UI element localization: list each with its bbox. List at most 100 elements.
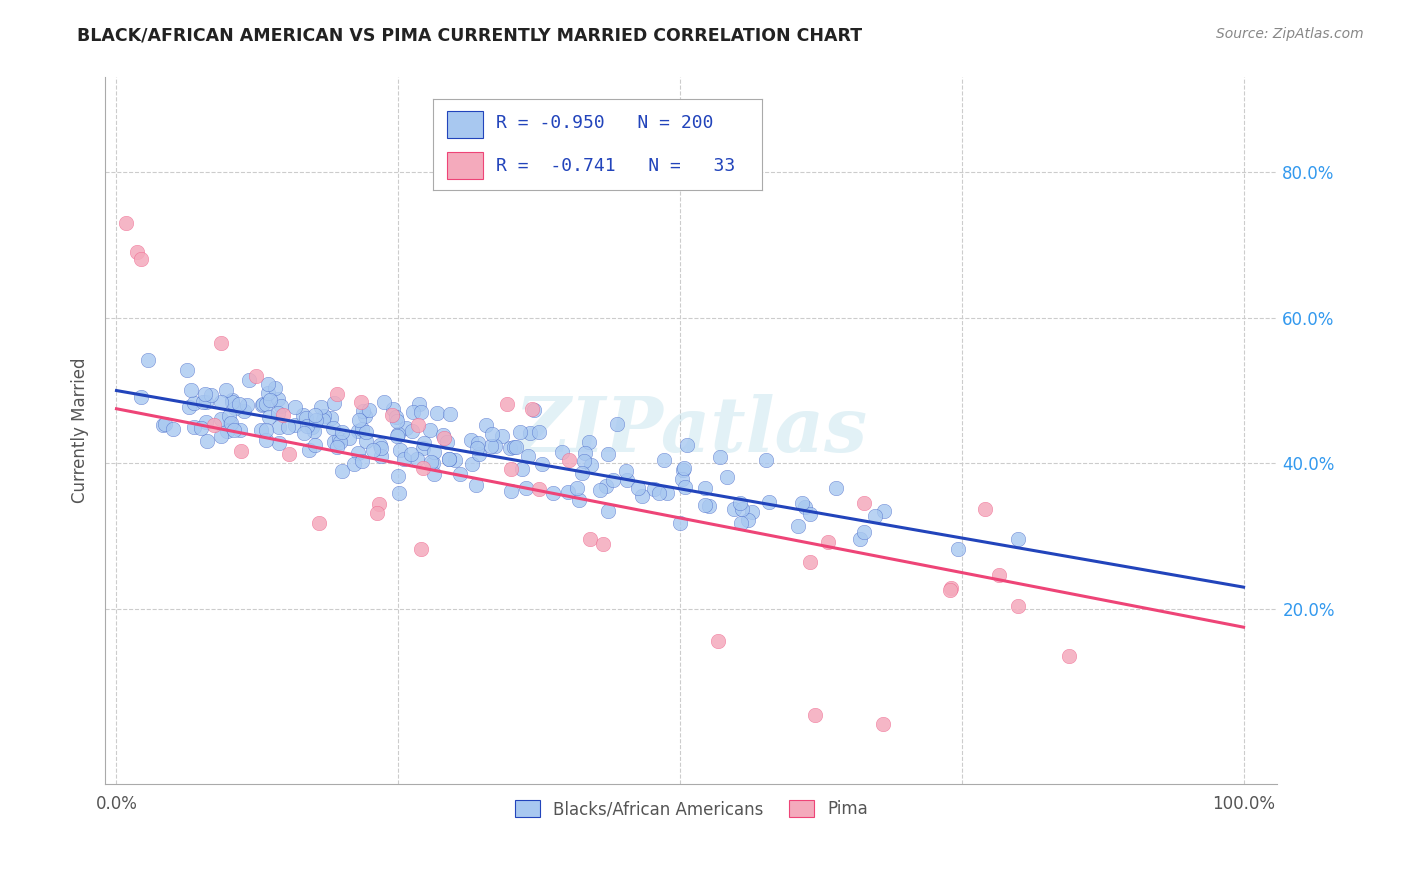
- Point: [190, 421, 212, 435]
- Point: [527, 482, 550, 496]
- Point: [284, 418, 307, 433]
- Point: [799, 507, 821, 521]
- Point: [381, 402, 404, 417]
- Point: [412, 441, 434, 455]
- Point: [219, 417, 242, 432]
- Point: [295, 419, 318, 434]
- Point: [180, 384, 202, 398]
- Point: [541, 486, 564, 500]
- Point: [519, 425, 541, 440]
- Point: [673, 480, 696, 494]
- Point: [988, 568, 1011, 582]
- Point: [863, 509, 886, 524]
- Point: [219, 416, 242, 430]
- Point: [373, 395, 395, 409]
- Point: [319, 411, 342, 425]
- Point: [693, 481, 716, 495]
- Point: [825, 481, 848, 495]
- Point: [571, 466, 593, 480]
- Text: Source: ZipAtlas.com: Source: ZipAtlas.com: [1216, 27, 1364, 41]
- Point: [643, 483, 665, 497]
- Point: [387, 429, 409, 443]
- Point: [352, 422, 374, 436]
- Point: [370, 449, 392, 463]
- Point: [339, 431, 361, 445]
- Point: [221, 392, 243, 407]
- Point: [1007, 532, 1029, 546]
- Point: [323, 434, 346, 449]
- Point: [330, 425, 353, 439]
- Point: [468, 447, 491, 461]
- Point: [461, 457, 484, 471]
- Y-axis label: Currently Married: Currently Married: [72, 358, 89, 503]
- Point: [267, 436, 290, 450]
- Point: [510, 462, 533, 476]
- Point: [183, 396, 205, 410]
- Point: [271, 408, 294, 422]
- Point: [529, 425, 551, 439]
- Point: [267, 406, 290, 420]
- Point: [264, 381, 287, 395]
- Point: [238, 373, 260, 387]
- Point: [598, 447, 620, 461]
- Legend: Blacks/African Americans, Pima: Blacks/African Americans, Pima: [508, 793, 875, 825]
- Point: [292, 426, 315, 441]
- Point: [817, 535, 839, 549]
- Point: [254, 434, 277, 448]
- Point: [464, 478, 486, 492]
- Point: [848, 532, 870, 546]
- Point: [589, 483, 612, 498]
- Point: [419, 423, 441, 437]
- Point: [401, 424, 423, 438]
- Point: [422, 456, 444, 470]
- Point: [627, 481, 650, 495]
- Point: [309, 400, 332, 414]
- Point: [224, 401, 246, 416]
- Point: [284, 400, 307, 414]
- Point: [346, 424, 368, 438]
- Point: [308, 516, 330, 530]
- Point: [479, 439, 502, 453]
- Point: [195, 434, 218, 449]
- Point: [423, 467, 446, 481]
- Point: [385, 414, 408, 428]
- Point: [363, 443, 385, 458]
- Point: [235, 398, 257, 412]
- Point: [530, 457, 553, 471]
- Point: [578, 435, 600, 450]
- Point: [716, 470, 738, 484]
- Point: [423, 445, 446, 459]
- Point: [254, 423, 277, 437]
- Point: [209, 335, 232, 350]
- Point: [568, 492, 591, 507]
- Point: [737, 513, 759, 527]
- Point: [342, 458, 364, 472]
- Point: [252, 397, 274, 411]
- Point: [194, 387, 217, 401]
- Point: [228, 397, 250, 411]
- Point: [209, 412, 232, 426]
- Point: [179, 400, 201, 414]
- Point: [730, 502, 752, 516]
- Point: [579, 458, 602, 473]
- Point: [405, 451, 427, 466]
- Point: [520, 401, 543, 416]
- Point: [409, 404, 432, 418]
- Point: [270, 399, 292, 413]
- Point: [191, 395, 214, 409]
- Point: [437, 451, 460, 466]
- Point: [551, 445, 574, 459]
- Point: [202, 418, 225, 433]
- Point: [357, 403, 380, 417]
- Point: [245, 369, 267, 384]
- Point: [792, 495, 814, 509]
- Point: [370, 441, 392, 455]
- Point: [250, 399, 273, 413]
- Point: [298, 442, 321, 457]
- Point: [152, 417, 174, 432]
- Point: [420, 455, 443, 469]
- Point: [426, 406, 449, 420]
- Point: [256, 376, 278, 391]
- Point: [406, 418, 429, 433]
- Point: [595, 479, 617, 493]
